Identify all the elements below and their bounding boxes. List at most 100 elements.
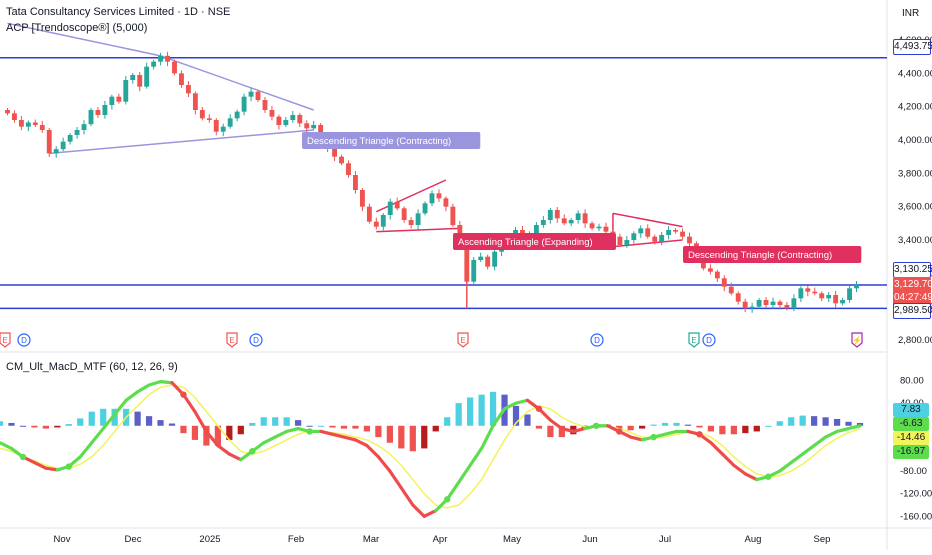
indicator-macd-legend[interactable]: CM_Ult_MacD_MTF (60, 12, 26, 9) <box>6 361 178 373</box>
crossover-dot <box>306 428 313 435</box>
candle-body <box>714 271 720 279</box>
candle-body <box>631 233 637 240</box>
macd-line-segment <box>457 463 472 484</box>
triangle-lower-line <box>376 227 460 233</box>
macd-line-segment <box>158 380 174 385</box>
candle-body <box>353 175 358 190</box>
candle-body <box>95 110 101 115</box>
macd-line-segment <box>353 438 369 448</box>
candle-body <box>199 110 205 119</box>
candle-body <box>645 228 651 237</box>
candle-body <box>130 75 136 80</box>
price-tick-label: 4,200.00 <box>898 102 932 113</box>
macd-line-segment <box>743 472 759 482</box>
event-dividend-marker <box>590 333 604 347</box>
time-axis-ticks: Nov Dec 2025 Feb Mar Apr May Jun Jul Aug Sep <box>54 534 831 545</box>
event-markers[interactable]: E D E D E D E D ⚡ <box>0 332 863 348</box>
crossover-dot <box>650 433 657 441</box>
time-tick-label: Sep <box>814 534 831 545</box>
time-tick-label: Jul <box>659 534 671 545</box>
candle-body <box>596 226 602 229</box>
macd-line-segment <box>502 401 518 411</box>
candle-body <box>408 220 414 225</box>
macd-line-segment <box>480 424 495 451</box>
histogram-bar <box>180 425 187 434</box>
histogram-bar <box>753 425 760 432</box>
macd-line-segment <box>720 452 736 467</box>
candle-body <box>248 91 254 97</box>
candle-body <box>735 293 741 302</box>
price-tick-label: 4,400.00 <box>898 68 932 79</box>
candle-body <box>53 149 59 154</box>
macd-line-segment <box>193 410 208 434</box>
candle-body <box>561 218 567 224</box>
macd-line-segment <box>812 435 828 448</box>
candle-body <box>819 293 825 299</box>
crossover-dot <box>19 453 27 461</box>
candle-body <box>826 295 832 299</box>
histogram-bar <box>237 425 244 435</box>
candle-body <box>102 105 108 115</box>
candle-body <box>262 100 268 110</box>
candle-body <box>777 301 783 305</box>
candle-body <box>415 213 421 225</box>
candle-body <box>67 135 73 142</box>
histogram-bar <box>249 422 256 426</box>
candle-body <box>88 110 94 125</box>
candle-body <box>478 256 484 260</box>
macd-line-segment <box>181 393 197 414</box>
histogram-bar <box>650 424 657 426</box>
candle-body <box>742 301 748 309</box>
horizontal-levels[interactable] <box>0 56 887 310</box>
macd-line-segment <box>342 435 358 442</box>
crossover-dot <box>696 431 703 438</box>
histogram-bar <box>283 417 290 426</box>
currency-label[interactable]: INR <box>902 8 920 19</box>
pattern-labels[interactable]: Descending Triangle (Contracting) Ascendi… <box>302 132 862 263</box>
candle-body <box>116 96 122 102</box>
price-tick-label: 3,800.00 <box>898 168 932 179</box>
crossover-dot <box>249 448 256 455</box>
candle-body <box>366 206 372 222</box>
triangle-upper-line <box>160 55 314 111</box>
histogram-bar <box>845 421 852 426</box>
histogram-bar <box>88 411 95 426</box>
event-dividend-marker <box>249 333 263 347</box>
macd-line-segment <box>560 427 575 434</box>
macd-line-segment <box>514 398 530 405</box>
triangle-lower-line <box>612 239 683 248</box>
candle-body <box>554 210 560 219</box>
candle-body <box>673 230 679 232</box>
macd-pill-signal: -14.46 <box>893 431 929 445</box>
macd-line-segment <box>548 418 564 431</box>
candle-body <box>12 113 17 120</box>
candle-body <box>269 110 275 117</box>
crossover-dot <box>180 391 187 398</box>
histogram-bar <box>535 425 543 429</box>
candle-body <box>450 206 456 225</box>
histogram-bar <box>455 403 462 426</box>
candle-body <box>380 215 386 227</box>
histogram-bar <box>684 424 692 426</box>
time-tick-label: 2025 <box>199 534 220 545</box>
candle-body <box>46 130 52 154</box>
candle-body <box>234 111 240 119</box>
candle-body <box>213 120 219 132</box>
pattern-label-text: Descending Triangle (Contracting) <box>307 136 451 147</box>
event-marker-letter: D <box>253 336 259 345</box>
time-tick-label: Mar <box>363 534 379 545</box>
candle-body <box>25 122 31 127</box>
pattern-triangles[interactable] <box>7 22 683 248</box>
histogram-bar <box>627 425 634 431</box>
candle-body <box>339 156 344 164</box>
candle-body <box>318 125 324 135</box>
time-tick-label: Jun <box>582 534 597 545</box>
pattern-label-box <box>683 246 862 263</box>
indicator-acp-legend[interactable]: ACP [Trendoscope®] (5,000) <box>6 22 148 34</box>
macd-line-segment <box>801 443 816 456</box>
histogram-bar <box>8 422 15 426</box>
histogram-bar <box>788 417 795 426</box>
candle-body <box>805 288 811 292</box>
